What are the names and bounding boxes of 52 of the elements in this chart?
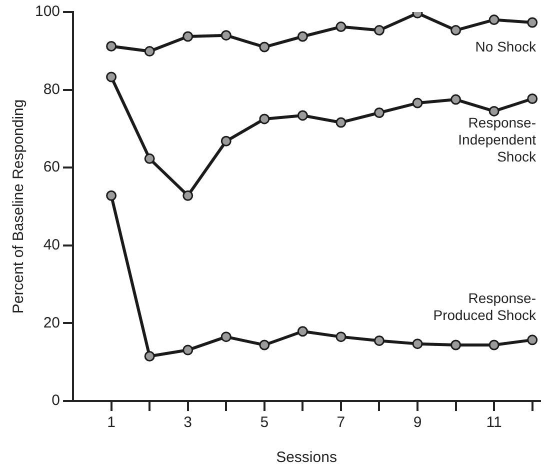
y-tick-label: 40 <box>43 236 60 254</box>
point <box>527 334 538 346</box>
point <box>450 25 462 36</box>
series-label: Response-Produced Shock <box>433 290 537 323</box>
point <box>297 31 308 42</box>
point <box>450 94 462 105</box>
point <box>182 31 194 42</box>
point <box>144 46 155 57</box>
point <box>220 332 232 342</box>
point <box>527 93 538 104</box>
point <box>297 326 308 337</box>
x-tick-label: 5 <box>260 414 269 432</box>
point <box>144 153 155 164</box>
point <box>336 117 346 128</box>
x-tick-label: 9 <box>413 414 422 432</box>
point <box>220 136 232 146</box>
y-tick-label: 60 <box>43 158 60 176</box>
y-tick-label: 100 <box>34 3 60 20</box>
point <box>488 14 500 26</box>
point <box>259 42 270 52</box>
point <box>488 340 500 350</box>
point <box>336 22 346 32</box>
point <box>450 340 462 350</box>
point <box>527 17 538 28</box>
x-tick-label: 3 <box>184 414 192 432</box>
point <box>106 72 117 82</box>
y-tick-label: 20 <box>43 314 60 332</box>
point <box>106 40 117 52</box>
x-tick-label: 1 <box>107 414 116 432</box>
point <box>297 110 308 121</box>
x-tick-label: 7 <box>336 414 346 432</box>
x-axis-title: Sessions <box>276 449 337 466</box>
y-axis-title: Percent of Baseline Responding <box>10 99 28 314</box>
series-label: Response-Independent Shock <box>458 114 537 165</box>
point <box>220 30 232 41</box>
point <box>144 351 155 362</box>
point <box>412 98 423 108</box>
y-tick-label: 0 <box>52 392 60 410</box>
point <box>259 114 270 124</box>
point <box>336 332 346 342</box>
point <box>259 340 270 350</box>
point <box>374 335 384 346</box>
y-tick-label: 80 <box>43 80 60 98</box>
point <box>106 190 117 201</box>
point <box>488 106 500 116</box>
series-label: No Shock <box>475 38 537 54</box>
point <box>374 108 384 118</box>
x-tick-label: 11 <box>486 414 502 432</box>
point <box>182 190 194 201</box>
point <box>374 25 384 36</box>
point <box>412 338 423 350</box>
point <box>182 344 194 356</box>
